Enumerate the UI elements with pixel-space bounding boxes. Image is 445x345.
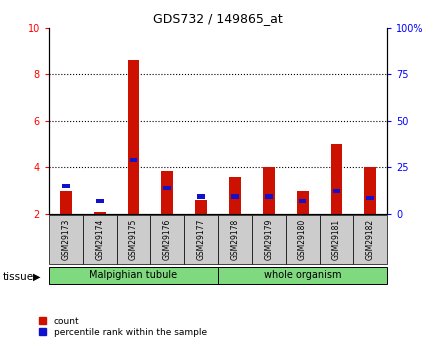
Text: GSM29174: GSM29174: [95, 219, 104, 260]
Bar: [128, 60, 139, 214]
FancyBboxPatch shape: [252, 215, 286, 264]
Text: GSM29177: GSM29177: [197, 219, 206, 260]
FancyBboxPatch shape: [320, 215, 353, 264]
Title: GDS732 / 149865_at: GDS732 / 149865_at: [153, 12, 283, 25]
Bar: [197, 194, 205, 198]
FancyBboxPatch shape: [286, 215, 320, 264]
Bar: [96, 199, 104, 203]
FancyBboxPatch shape: [49, 267, 218, 284]
FancyBboxPatch shape: [218, 267, 387, 284]
Bar: [332, 188, 340, 193]
Bar: [60, 190, 72, 214]
Bar: [299, 199, 307, 203]
Bar: [231, 194, 239, 198]
FancyBboxPatch shape: [49, 215, 83, 264]
Bar: [195, 200, 207, 214]
FancyBboxPatch shape: [218, 215, 252, 264]
Text: GSM29180: GSM29180: [298, 219, 307, 260]
Bar: [62, 184, 70, 188]
Bar: [94, 211, 105, 214]
Text: Malpighian tubule: Malpighian tubule: [89, 270, 178, 280]
Text: GSM29182: GSM29182: [366, 219, 375, 260]
Bar: [162, 171, 173, 214]
Text: whole organism: whole organism: [264, 270, 341, 280]
Bar: [163, 186, 171, 190]
Bar: [229, 177, 241, 214]
Bar: [129, 158, 138, 162]
Text: GSM29175: GSM29175: [129, 219, 138, 260]
Text: tissue: tissue: [2, 272, 33, 282]
Bar: [331, 144, 342, 214]
Bar: [364, 167, 376, 214]
FancyBboxPatch shape: [117, 215, 150, 264]
FancyBboxPatch shape: [184, 215, 218, 264]
Bar: [263, 167, 275, 214]
Bar: [366, 196, 374, 200]
FancyBboxPatch shape: [150, 215, 184, 264]
Text: GSM29178: GSM29178: [231, 219, 239, 260]
Text: GSM29173: GSM29173: [61, 219, 70, 260]
Text: GSM29181: GSM29181: [332, 219, 341, 260]
FancyBboxPatch shape: [353, 215, 387, 264]
Bar: [265, 194, 273, 198]
Text: GSM29179: GSM29179: [264, 219, 273, 260]
Text: GSM29176: GSM29176: [163, 219, 172, 260]
Legend: count, percentile rank within the sample: count, percentile rank within the sample: [36, 314, 210, 341]
FancyBboxPatch shape: [83, 215, 117, 264]
Bar: [297, 190, 308, 214]
Text: ▶: ▶: [32, 272, 40, 282]
